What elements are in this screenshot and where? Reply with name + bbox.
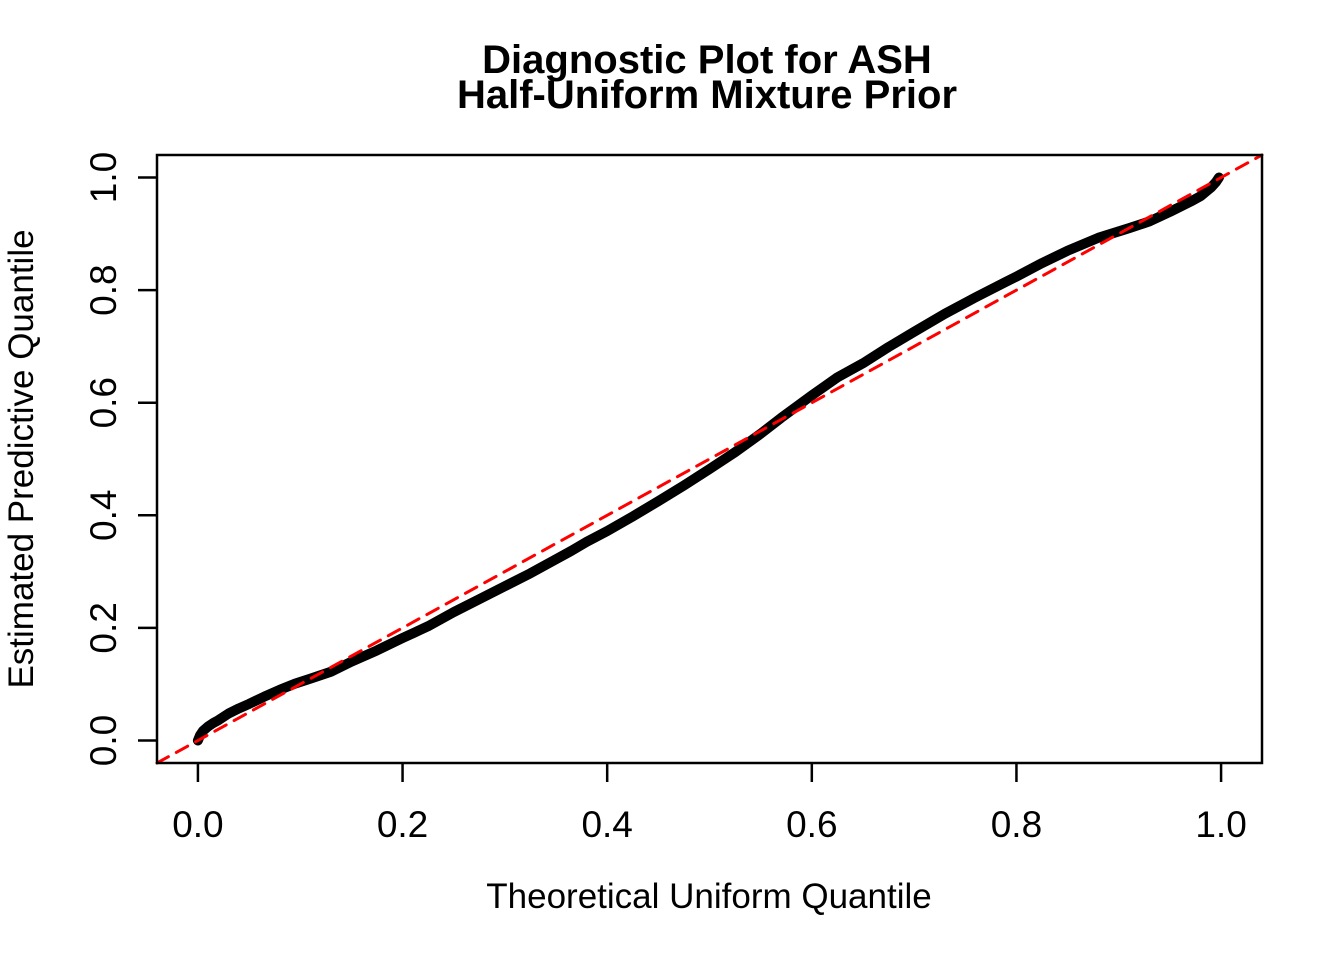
x-tick-label: 0.2 <box>377 804 428 845</box>
plot-title-line1: Diagnostic Plot for ASH <box>482 38 932 82</box>
y-axis-ticks: 0.0 0.2 0.4 0.6 0.8 1.0 <box>83 152 157 766</box>
plot-border-box <box>155 153 1264 765</box>
qq-curve <box>192 172 1224 746</box>
x-tick-label: 0.4 <box>581 804 632 845</box>
x-tick-label: 1.0 <box>1195 804 1246 845</box>
reference-line <box>155 153 1264 765</box>
x-tick-label: 0.6 <box>786 804 837 845</box>
y-tick-label: 0.8 <box>83 264 124 315</box>
y-tick-label: 0.2 <box>83 602 124 653</box>
x-axis-title: Theoretical Uniform Quantile <box>486 877 931 916</box>
plot-title-line2: Half-Uniform Mixture Prior <box>457 73 957 117</box>
x-tick-label: 0.0 <box>172 804 223 845</box>
y-tick-label: 1.0 <box>83 152 124 203</box>
x-tick-label: 0.8 <box>991 804 1042 845</box>
y-axis-title: Estimated Predictive Quantile <box>2 229 41 688</box>
y-tick-label: 0.0 <box>83 715 124 766</box>
plot-series <box>155 153 1264 765</box>
y-tick-label: 0.6 <box>83 377 124 428</box>
y-tick-label: 0.4 <box>83 490 124 541</box>
x-axis-ticks: 0.0 0.2 0.4 0.6 0.8 1.0 <box>172 763 1247 845</box>
